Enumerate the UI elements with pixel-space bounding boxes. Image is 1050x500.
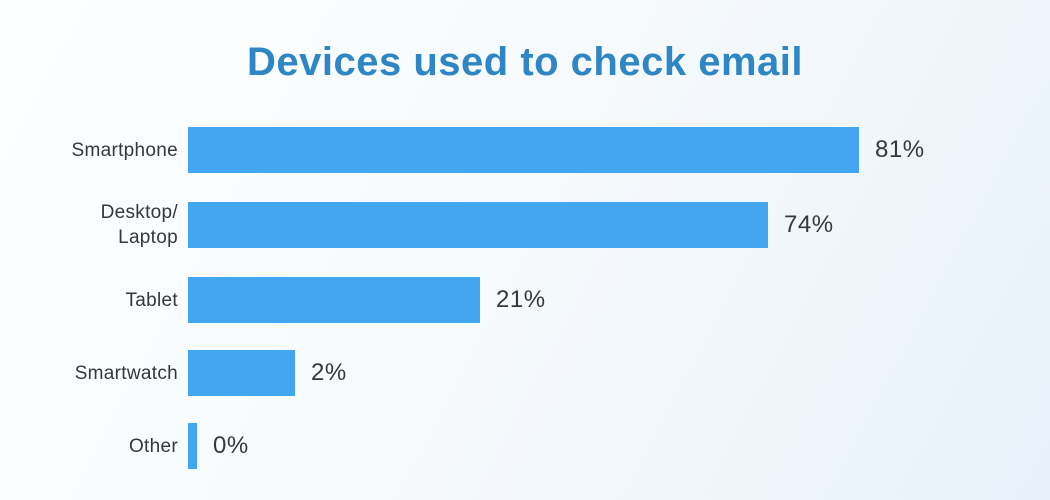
bar <box>188 202 768 248</box>
bar-chart: Smartphone 81% Desktop/ Laptop 74% Tablet 21%… <box>0 127 1050 469</box>
value-label: 2% <box>311 359 347 386</box>
value-label: 21% <box>496 286 546 313</box>
chart-title: Devices used to check email <box>247 40 803 84</box>
bar-row: Desktop/ Laptop 74% <box>0 200 1050 250</box>
category-label: Smartwatch <box>74 362 178 384</box>
category-label: Other <box>128 435 178 457</box>
value-label: 81% <box>875 136 925 163</box>
bar-row: Other 0% <box>0 423 1050 469</box>
value-label: 0% <box>213 432 249 459</box>
bar <box>188 423 197 469</box>
bar <box>188 127 859 173</box>
bar <box>188 350 295 396</box>
category-label: Smartphone <box>71 139 178 161</box>
bar-row: Smartphone 81% <box>0 127 1050 173</box>
bar-row: Tablet 21% <box>0 277 1050 323</box>
bar <box>188 277 480 323</box>
bar-row: Smartwatch 2% <box>0 350 1050 396</box>
category-label: Desktop/ Laptop <box>100 202 178 248</box>
category-label: Tablet <box>125 289 178 311</box>
value-label: 74% <box>784 211 834 238</box>
